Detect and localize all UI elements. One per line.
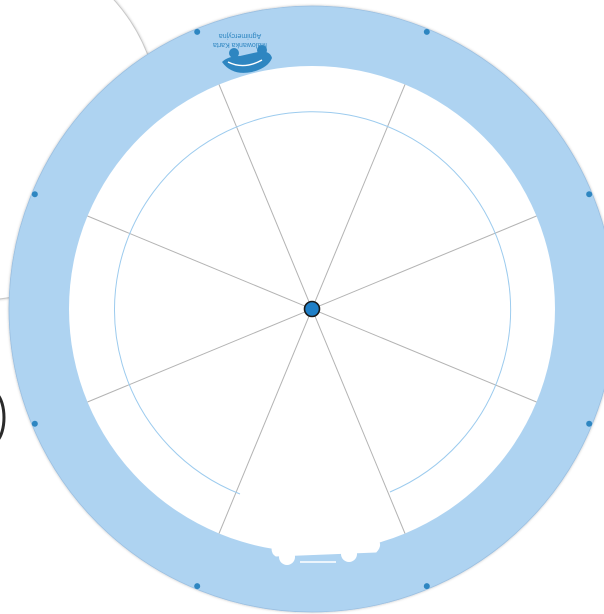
rim-dot xyxy=(423,583,430,590)
segment-divider xyxy=(87,215,306,307)
segment-divider xyxy=(314,315,406,534)
segment-divider xyxy=(318,215,537,307)
segment-divider xyxy=(218,315,310,534)
brand-block: Malowanka Karta Agnimercyjna xyxy=(213,32,267,48)
main-wheel[interactable]: Malowanka Karta Agnimercyjna xyxy=(8,5,604,613)
rim-dot xyxy=(31,420,38,427)
rim-dot xyxy=(31,191,38,198)
segment-divider xyxy=(218,84,310,303)
hands-logo-icon xyxy=(222,45,272,73)
brand-line-2: Agnimercyjna xyxy=(219,32,262,39)
segment-divider xyxy=(87,311,306,403)
segment-divider xyxy=(314,84,406,303)
guide-circle xyxy=(114,111,512,495)
car-icon xyxy=(271,516,381,565)
rim-dot xyxy=(586,191,593,198)
segment-divider xyxy=(318,311,537,403)
rim-dot xyxy=(194,28,201,35)
brand-line-1: Malowanka Karta xyxy=(213,41,267,48)
rim-dot xyxy=(194,583,201,590)
rim-dots xyxy=(31,28,593,590)
rim-dot xyxy=(423,28,430,35)
rim-dot xyxy=(586,420,593,427)
pin-icon[interactable] xyxy=(303,300,321,318)
segment-dividers xyxy=(87,84,537,534)
